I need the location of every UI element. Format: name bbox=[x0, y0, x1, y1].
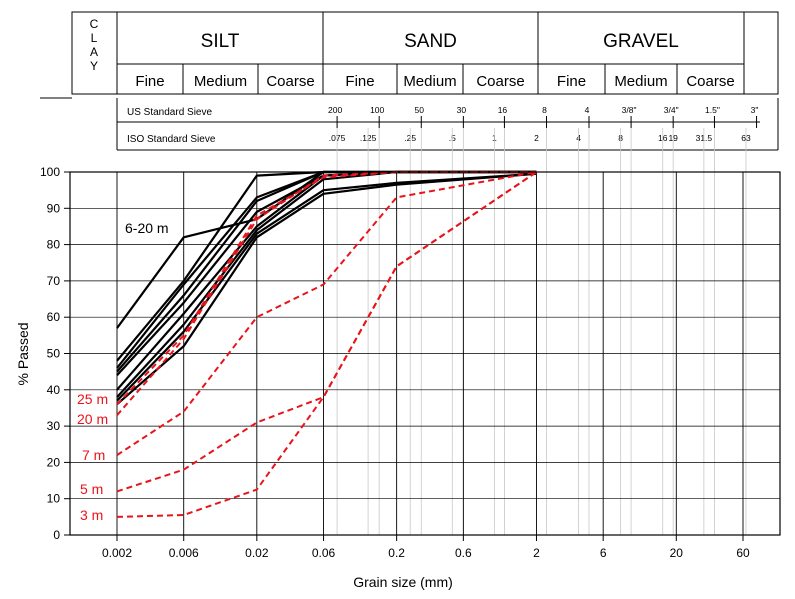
x-tick-label: 0.6 bbox=[455, 546, 472, 560]
x-axis-label: Grain size (mm) bbox=[353, 574, 453, 590]
x-tick-label: 0.02 bbox=[245, 546, 269, 560]
y-tick-label: 10 bbox=[47, 492, 61, 506]
plot-series bbox=[116, 170, 538, 518]
series-annotation: 7 m bbox=[82, 447, 105, 463]
us-sieve-tick-label: 16 bbox=[498, 105, 508, 115]
x-tick-label: 0.002 bbox=[102, 546, 132, 560]
x-tick-label: 60 bbox=[736, 546, 750, 560]
us-sieve-tick-label: 200 bbox=[328, 105, 342, 115]
y-tick-label: 100 bbox=[40, 165, 60, 179]
us-sieve-label: US Standard Sieve bbox=[127, 107, 212, 118]
plot-annotations: 6-20 m 25 m 20 m 7 m 5 m 3 m bbox=[77, 220, 169, 523]
us-sieve-tick-label: 50 bbox=[415, 105, 425, 115]
red-series-line bbox=[116, 171, 537, 416]
us-sieve-tick-label: 100 bbox=[370, 105, 384, 115]
black-series-line bbox=[116, 170, 537, 362]
sub-label-fine: Fine bbox=[135, 73, 164, 90]
sub-label-coarse: Coarse bbox=[266, 73, 314, 90]
sub-label-medium: Medium bbox=[194, 73, 247, 90]
x-tick-label: 0.06 bbox=[312, 546, 336, 560]
us-sieve-tick-label: 8 bbox=[542, 105, 547, 115]
us-sieve-tick-label: 4 bbox=[585, 105, 590, 115]
sub-label-medium: Medium bbox=[403, 73, 456, 90]
sub-label-fine: Fine bbox=[345, 73, 374, 90]
x-tick-label: 0.2 bbox=[388, 546, 405, 560]
y-tick-label: 80 bbox=[47, 238, 61, 252]
clay-letter: L bbox=[91, 31, 98, 45]
us-sieve-tick-label: 3" bbox=[751, 105, 759, 115]
x-tick-label: 20 bbox=[670, 546, 684, 560]
red-series-line bbox=[116, 171, 538, 493]
group-name-silt: SILT bbox=[201, 31, 240, 52]
us-sieve-tick-label: 1.5" bbox=[705, 105, 720, 115]
sub-label-medium: Medium bbox=[614, 73, 667, 90]
x-tick-label: 0.006 bbox=[169, 546, 199, 560]
group-name-sand: SAND bbox=[404, 31, 457, 52]
y-tick-label: 60 bbox=[47, 310, 61, 324]
black-series-line bbox=[116, 172, 537, 402]
y-axis-label: % Passed bbox=[15, 322, 31, 385]
plot-axes: 0 10 20 30 40 50 60 70 80 90 100 0.002 0.006 0.02 0.06… bbox=[40, 165, 781, 560]
black-series-line bbox=[116, 170, 537, 329]
y-tick-label: 40 bbox=[47, 383, 61, 397]
table-border bbox=[71, 11, 779, 95]
clay-letter: A bbox=[90, 45, 98, 59]
y-tick-label: 50 bbox=[47, 347, 61, 361]
sub-label-coarse: Coarse bbox=[686, 73, 734, 90]
series-annotation: 3 m bbox=[80, 507, 103, 523]
y-tick-label: 70 bbox=[47, 274, 61, 288]
x-tick-label: 2 bbox=[533, 546, 540, 560]
black-series-line bbox=[116, 172, 537, 406]
black-series-line bbox=[116, 170, 537, 373]
y-tick-label: 30 bbox=[47, 419, 61, 433]
red-series-line bbox=[116, 171, 537, 456]
x-tick-label: 6 bbox=[600, 546, 607, 560]
series-annotation: 20 m bbox=[77, 411, 108, 427]
series-annotation: 25 m bbox=[77, 391, 108, 407]
us-sieve-tick-label: 30 bbox=[457, 105, 467, 115]
clay-letter: C bbox=[90, 17, 99, 31]
red-series-line bbox=[116, 171, 538, 518]
iso-sieve-label: ISO Standard Sieve bbox=[127, 134, 216, 145]
y-tick-label: 0 bbox=[53, 528, 60, 542]
y-tick-label: 90 bbox=[47, 201, 61, 215]
series-annotation: 5 m bbox=[80, 481, 103, 497]
us-sieve-tick-label: 3/8" bbox=[622, 105, 637, 115]
y-tick-label: 20 bbox=[47, 455, 61, 469]
iso-sieve-tick-label: 2 bbox=[534, 133, 539, 143]
sieve-scales: US Standard Sieve ISO Standard Sieve 200 10… bbox=[116, 98, 779, 151]
group-name-gravel: GRAVEL bbox=[603, 31, 679, 52]
sub-label-coarse: Coarse bbox=[476, 73, 524, 90]
sub-label-fine: Fine bbox=[557, 73, 586, 90]
plot-grid bbox=[70, 128, 780, 536]
series-annotation: 6-20 m bbox=[125, 220, 169, 236]
us-sieve-tick-label: 3/4" bbox=[664, 105, 679, 115]
clay-letter: Y bbox=[90, 59, 98, 73]
